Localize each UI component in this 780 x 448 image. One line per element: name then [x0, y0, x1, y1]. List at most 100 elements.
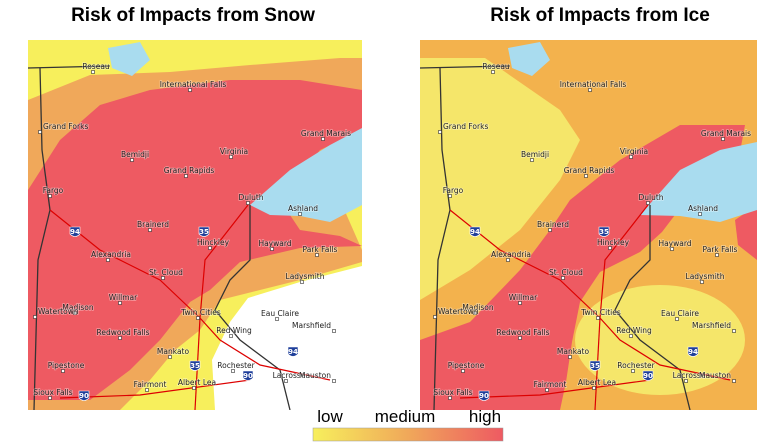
city-dot: [545, 388, 549, 392]
city-label: Mankato: [557, 347, 590, 356]
city-dot: [229, 334, 233, 338]
city-dot: [208, 246, 212, 250]
city-label: Hinckley: [197, 238, 230, 247]
city-label: Virginia: [220, 147, 248, 156]
city-label: Madison: [462, 303, 493, 312]
city-label: International Falls: [560, 80, 627, 89]
legend-scale: [312, 427, 504, 442]
city-dot: [715, 253, 719, 257]
city-dot: [48, 396, 52, 400]
city-dot: [646, 201, 650, 205]
city-label: Park Falls: [703, 245, 738, 254]
interstate-shield: [189, 360, 201, 371]
city-dot: [145, 388, 149, 392]
interstate-label: 35: [199, 228, 209, 236]
map-title: Risk of Impacts from Ice: [490, 5, 710, 26]
city-label: International Falls: [160, 80, 227, 89]
city-label: Ashland: [288, 204, 318, 213]
city-label: Virginia: [620, 147, 648, 156]
city-dot: [675, 317, 679, 321]
city-label: Watertown: [438, 307, 479, 316]
city-label: Rochester: [217, 361, 255, 370]
city-label: Mauston: [299, 371, 331, 380]
city-label: Eau Claire: [661, 309, 699, 318]
interstate-shield: [287, 346, 299, 357]
city-label: Hinckley: [597, 238, 630, 247]
city-label: Albert Lea: [578, 378, 616, 387]
city-dot: [448, 194, 452, 198]
interstate-label: 90: [243, 372, 253, 380]
city-dot: [732, 329, 736, 333]
city-label: Grand Marais: [701, 129, 751, 138]
city-label: St. Cloud: [149, 268, 183, 277]
interstate-label: 90: [643, 372, 653, 380]
city-dot: [184, 174, 188, 178]
city-dot: [530, 158, 534, 162]
city-dot: [73, 311, 77, 315]
city-label: Madison: [62, 303, 93, 312]
city-dot: [700, 280, 704, 284]
interstate-shield: [242, 370, 254, 381]
city-label: Brainerd: [537, 220, 569, 229]
city-dot: [106, 258, 110, 262]
city-dot: [321, 137, 325, 141]
city-dot: [229, 155, 233, 159]
city-layer: Roseau International Falls Grand Forks Bemi…: [33, 61, 352, 401]
city-label: Duluth: [638, 193, 663, 202]
interstate-label: 90: [79, 392, 89, 400]
city-dot: [438, 130, 442, 134]
city-dot: [61, 369, 65, 373]
city-label: Pipestone: [48, 361, 85, 370]
city-dot: [332, 329, 336, 333]
interstate-label: 35: [590, 362, 600, 370]
city-dot: [518, 336, 522, 340]
city-dot: [448, 396, 452, 400]
city-dot: [168, 355, 172, 359]
city-dot: [130, 158, 134, 162]
interstate-shield: [78, 390, 90, 401]
city-dot: [629, 334, 633, 338]
city-layer: Roseau International Falls Grand Forks Bemi…: [433, 61, 752, 401]
city-dot: [48, 194, 52, 198]
interstate-label: 94: [688, 348, 698, 356]
city-dot: [270, 247, 274, 251]
city-dot: [38, 130, 42, 134]
city-dot: [518, 301, 522, 305]
city-label: Mauston: [699, 371, 731, 380]
city-label: Fairmont: [134, 380, 167, 389]
city-dot: [33, 315, 37, 319]
city-dot: [196, 316, 200, 320]
city-label: St. Cloud: [549, 268, 583, 277]
interstate-label: 90: [479, 392, 489, 400]
city-label: Red Wing: [616, 326, 652, 335]
city-dot: [631, 369, 635, 373]
city-dot: [284, 379, 288, 383]
city-label: Grand Forks: [443, 122, 488, 131]
snow-map: [28, 40, 362, 410]
city-label: Watertown: [38, 307, 79, 316]
city-label: Mankato: [157, 347, 190, 356]
city-label: Lacrosse: [673, 371, 706, 380]
city-dot: [246, 201, 250, 205]
city-label: Hayward: [258, 239, 291, 248]
interstate-shield: [478, 390, 490, 401]
city-label: Marshfield: [692, 321, 731, 330]
city-dot: [315, 253, 319, 257]
city-label: Eau Claire: [261, 309, 299, 318]
city-label: Willmar: [509, 293, 538, 302]
city-label: Brainerd: [137, 220, 169, 229]
city-dot: [721, 137, 725, 141]
interstate-shield: [642, 370, 654, 381]
city-label: Redwood Falls: [496, 328, 549, 337]
city-dot: [491, 70, 495, 74]
city-label: Albert Lea: [178, 378, 216, 387]
city-dot: [592, 386, 596, 390]
interstate-shield: [598, 226, 610, 237]
city-dot: [192, 386, 196, 390]
city-label: Alexandria: [491, 250, 531, 259]
city-dot: [118, 336, 122, 340]
interstate-shield: [198, 226, 210, 237]
city-label: Ladysmith: [686, 272, 725, 281]
city-label: Hayward: [658, 239, 691, 248]
